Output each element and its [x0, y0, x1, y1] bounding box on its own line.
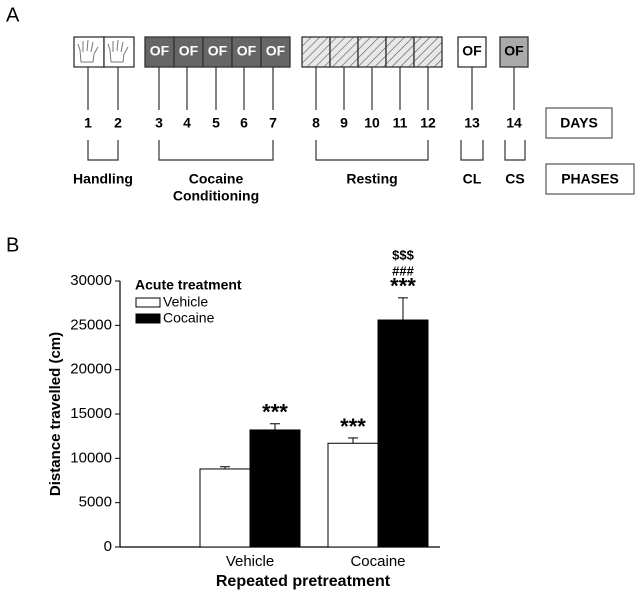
box-label: OF: [266, 43, 286, 59]
phase-bracket: [158, 140, 274, 161]
day-box: [413, 36, 443, 68]
legend-swatch: [135, 297, 161, 308]
day-box: [499, 36, 529, 68]
day-box: [231, 36, 262, 68]
significance: ***: [262, 400, 288, 425]
legend-label: Vehicle: [163, 294, 208, 310]
x-axis-label: Repeated pretreatment: [216, 573, 391, 590]
phase-label: Handling: [73, 171, 133, 187]
phase-label: Conditioning: [173, 188, 259, 204]
y-tick-label: 0: [104, 538, 112, 555]
x-tick-label: Cocaine: [350, 553, 405, 570]
phases-label: PHASES: [561, 171, 619, 187]
panel-label: A: [6, 4, 20, 26]
hand-icon: [107, 39, 129, 63]
box-label: OF: [462, 43, 482, 59]
day-number: 11: [393, 115, 408, 131]
day-number: 1: [84, 115, 92, 131]
y-tick-label: 25000: [70, 316, 112, 333]
phase-bracket: [315, 140, 429, 161]
days-label: DAYS: [560, 115, 598, 131]
phase-label: CS: [505, 171, 524, 187]
bar: [199, 468, 251, 548]
panel-label: B: [6, 234, 19, 256]
y-axis-label: Distance travelled (cm): [47, 332, 64, 496]
day-box: [385, 36, 415, 68]
phase-bracket: [87, 140, 119, 161]
phase-bracket: [504, 140, 526, 161]
x-tick-label: Vehicle: [226, 553, 274, 570]
y-tick-label: 10000: [70, 449, 112, 466]
day-number: 5: [212, 115, 220, 131]
significance: ***: [340, 414, 366, 439]
phase-bracket: [460, 140, 484, 161]
phase-label: CL: [463, 171, 482, 187]
phase-label: Cocaine: [189, 171, 244, 187]
bar: [327, 442, 379, 548]
significance: ###: [392, 263, 414, 278]
day-number: 6: [240, 115, 248, 131]
day-number: 12: [420, 115, 436, 131]
legend-label: Cocaine: [163, 310, 215, 326]
y-tick-label: 15000: [70, 405, 112, 422]
y-tick-label: 20000: [70, 361, 112, 378]
significance: ***: [390, 274, 416, 299]
day-number: 2: [114, 115, 122, 131]
day-number: 8: [312, 115, 320, 131]
legend-title: Acute treatment: [135, 277, 242, 293]
box-label: OF: [150, 43, 170, 59]
bar: [249, 429, 301, 548]
day-number: 13: [464, 115, 480, 131]
day-box: [260, 36, 291, 68]
legend-swatch: [135, 313, 161, 324]
y-tick-label: 30000: [70, 272, 112, 289]
day-number: 9: [340, 115, 348, 131]
day-number: 4: [183, 115, 191, 131]
label-box: [545, 163, 635, 195]
day-number: 10: [364, 115, 380, 131]
day-box: [329, 36, 359, 68]
box-label: OF: [237, 43, 257, 59]
day-box: [357, 36, 387, 68]
box-label: OF: [208, 43, 228, 59]
box-label: OF: [179, 43, 199, 59]
bar: [377, 319, 429, 548]
hand-icon: [77, 39, 99, 63]
day-number: 7: [269, 115, 277, 131]
day-number: 14: [506, 115, 522, 131]
box-label: OF: [504, 43, 524, 59]
day-box: [173, 36, 204, 68]
significance: $$$: [392, 247, 414, 262]
day-number: 3: [155, 115, 163, 131]
label-box: [545, 107, 613, 139]
phase-label: Resting: [346, 171, 397, 187]
y-tick-label: 5000: [79, 494, 112, 511]
day-box: [301, 36, 331, 68]
